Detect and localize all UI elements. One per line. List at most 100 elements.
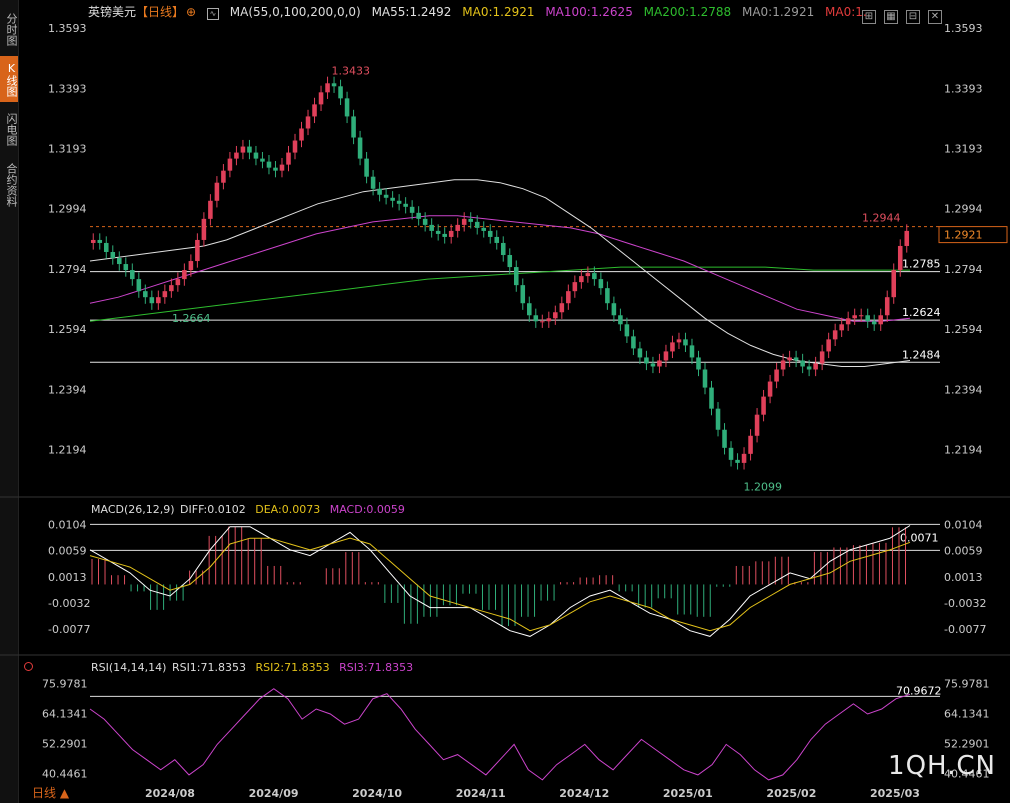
candle — [279, 164, 285, 171]
candle — [735, 459, 740, 463]
layout-icon[interactable]: ▦ — [884, 10, 898, 24]
symbol-name: 英镑美元 — [88, 5, 137, 19]
candle — [767, 381, 773, 397]
candle — [136, 279, 142, 292]
close-icon[interactable]: ✕ — [928, 10, 942, 24]
candle — [813, 363, 818, 370]
candle — [904, 230, 910, 246]
candle — [221, 170, 226, 183]
candle — [884, 297, 890, 316]
candle — [722, 429, 727, 448]
ma-params: MA(55,0,100,200,0,0) — [229, 5, 361, 19]
price-tick-left: 1.3393 — [48, 82, 87, 95]
candle — [227, 158, 233, 171]
candle — [540, 321, 545, 323]
candle — [520, 285, 526, 304]
rsi-indicator-icon[interactable] — [24, 662, 33, 671]
candle — [273, 167, 278, 171]
candle — [793, 357, 799, 361]
ma0b-value: MA0:1.2921 — [741, 5, 815, 19]
rsi-tick-right: 75.9781 — [944, 678, 990, 691]
candle — [533, 315, 539, 322]
candle — [592, 273, 597, 280]
settings-icon[interactable]: ⊕ — [186, 5, 197, 19]
candle — [318, 92, 324, 105]
candle — [800, 360, 805, 367]
candle — [175, 279, 181, 286]
candle — [90, 239, 96, 243]
tab-timeshare[interactable]: 分时图 — [5, 12, 18, 46]
price-tick-left: 1.2194 — [48, 444, 87, 457]
macd-tick-left: 0.0104 — [48, 518, 87, 531]
current-price-tag — [938, 226, 1008, 244]
candle — [364, 158, 369, 177]
price-tick-left: 1.2794 — [48, 263, 87, 276]
period-label[interactable]: 【日线】 — [136, 5, 185, 19]
rsi-name: RSI(14,14,14) — [91, 661, 167, 674]
price-tick-right: 1.2594 — [944, 323, 983, 336]
ma100-value: MA100:1.2625 — [545, 5, 633, 19]
candle — [500, 242, 506, 256]
indicator-icon[interactable]: ∿ — [206, 8, 219, 20]
period-selector-label: 日线 — [32, 786, 57, 800]
candle — [696, 357, 701, 370]
x-axis-label: 2025/01 — [663, 787, 713, 800]
rsi-tick-right: 64.1341 — [944, 708, 990, 721]
expand-icon[interactable]: ⊞ — [862, 10, 876, 24]
candle — [858, 315, 864, 317]
candle — [377, 188, 382, 195]
low-annotation: 1.2099 — [744, 480, 783, 493]
candle — [110, 252, 116, 259]
rsi-level-label: 70.9672 — [896, 684, 942, 697]
candle — [468, 218, 473, 222]
candle — [806, 366, 812, 370]
x-axis-label: 2024/12 — [559, 787, 609, 800]
rsi-tick-left: 40.4461 — [42, 768, 88, 781]
candle — [292, 140, 298, 153]
main-chart-header: 英镑美元【日线】 ⊕ ∿ MA(55,0,100,200,0,0) MA55:1.… — [88, 3, 874, 21]
candle — [715, 408, 721, 430]
candle — [370, 176, 376, 189]
candle — [162, 291, 168, 298]
candle — [852, 315, 857, 319]
candle — [513, 267, 519, 286]
mid-low-annotation: 1.2664 — [172, 312, 211, 325]
tab-contract-info[interactable]: 合约资料 — [5, 163, 18, 207]
candle — [748, 435, 753, 454]
candle — [422, 218, 428, 225]
candle — [195, 239, 200, 262]
candle — [299, 128, 304, 141]
grid-icon[interactable]: ⊟ — [906, 10, 920, 24]
candle — [637, 348, 643, 358]
candle — [403, 203, 408, 207]
rsi1-value: RSI1:71.8353 — [171, 661, 246, 674]
candle — [819, 351, 825, 364]
candle — [611, 303, 617, 316]
candle — [396, 200, 402, 204]
period-selector[interactable]: 日线 ▲ — [32, 784, 69, 801]
x-axis-label: 2024/10 — [352, 787, 402, 800]
site-logo: 1QH.CN — [888, 751, 996, 781]
tab-kline[interactable]: K线图 — [0, 56, 18, 102]
candle — [754, 414, 760, 436]
price-tick-left: 1.3593 — [48, 22, 87, 35]
candle — [728, 447, 734, 460]
candle — [214, 182, 220, 201]
candle — [839, 324, 844, 331]
candle — [357, 137, 363, 159]
support-level-label: 1.2624 — [902, 306, 941, 319]
candle — [103, 242, 109, 252]
macd-tick-right: 0.0104 — [944, 518, 983, 531]
ma0c-value: MA0:1. — [825, 5, 867, 19]
rsi3-value: RSI3:71.8353 — [339, 661, 414, 674]
candle — [143, 291, 148, 298]
macd-tick-left: 0.0013 — [48, 571, 87, 584]
macd-tick-right: -0.0077 — [944, 623, 986, 636]
candle — [891, 270, 897, 298]
price-tick-left: 1.2594 — [48, 323, 87, 336]
macd-dea: DEA:0.0073 — [255, 503, 321, 516]
tab-flash[interactable]: 闪电图 — [5, 112, 18, 146]
candle — [657, 360, 662, 367]
candle — [201, 218, 207, 240]
